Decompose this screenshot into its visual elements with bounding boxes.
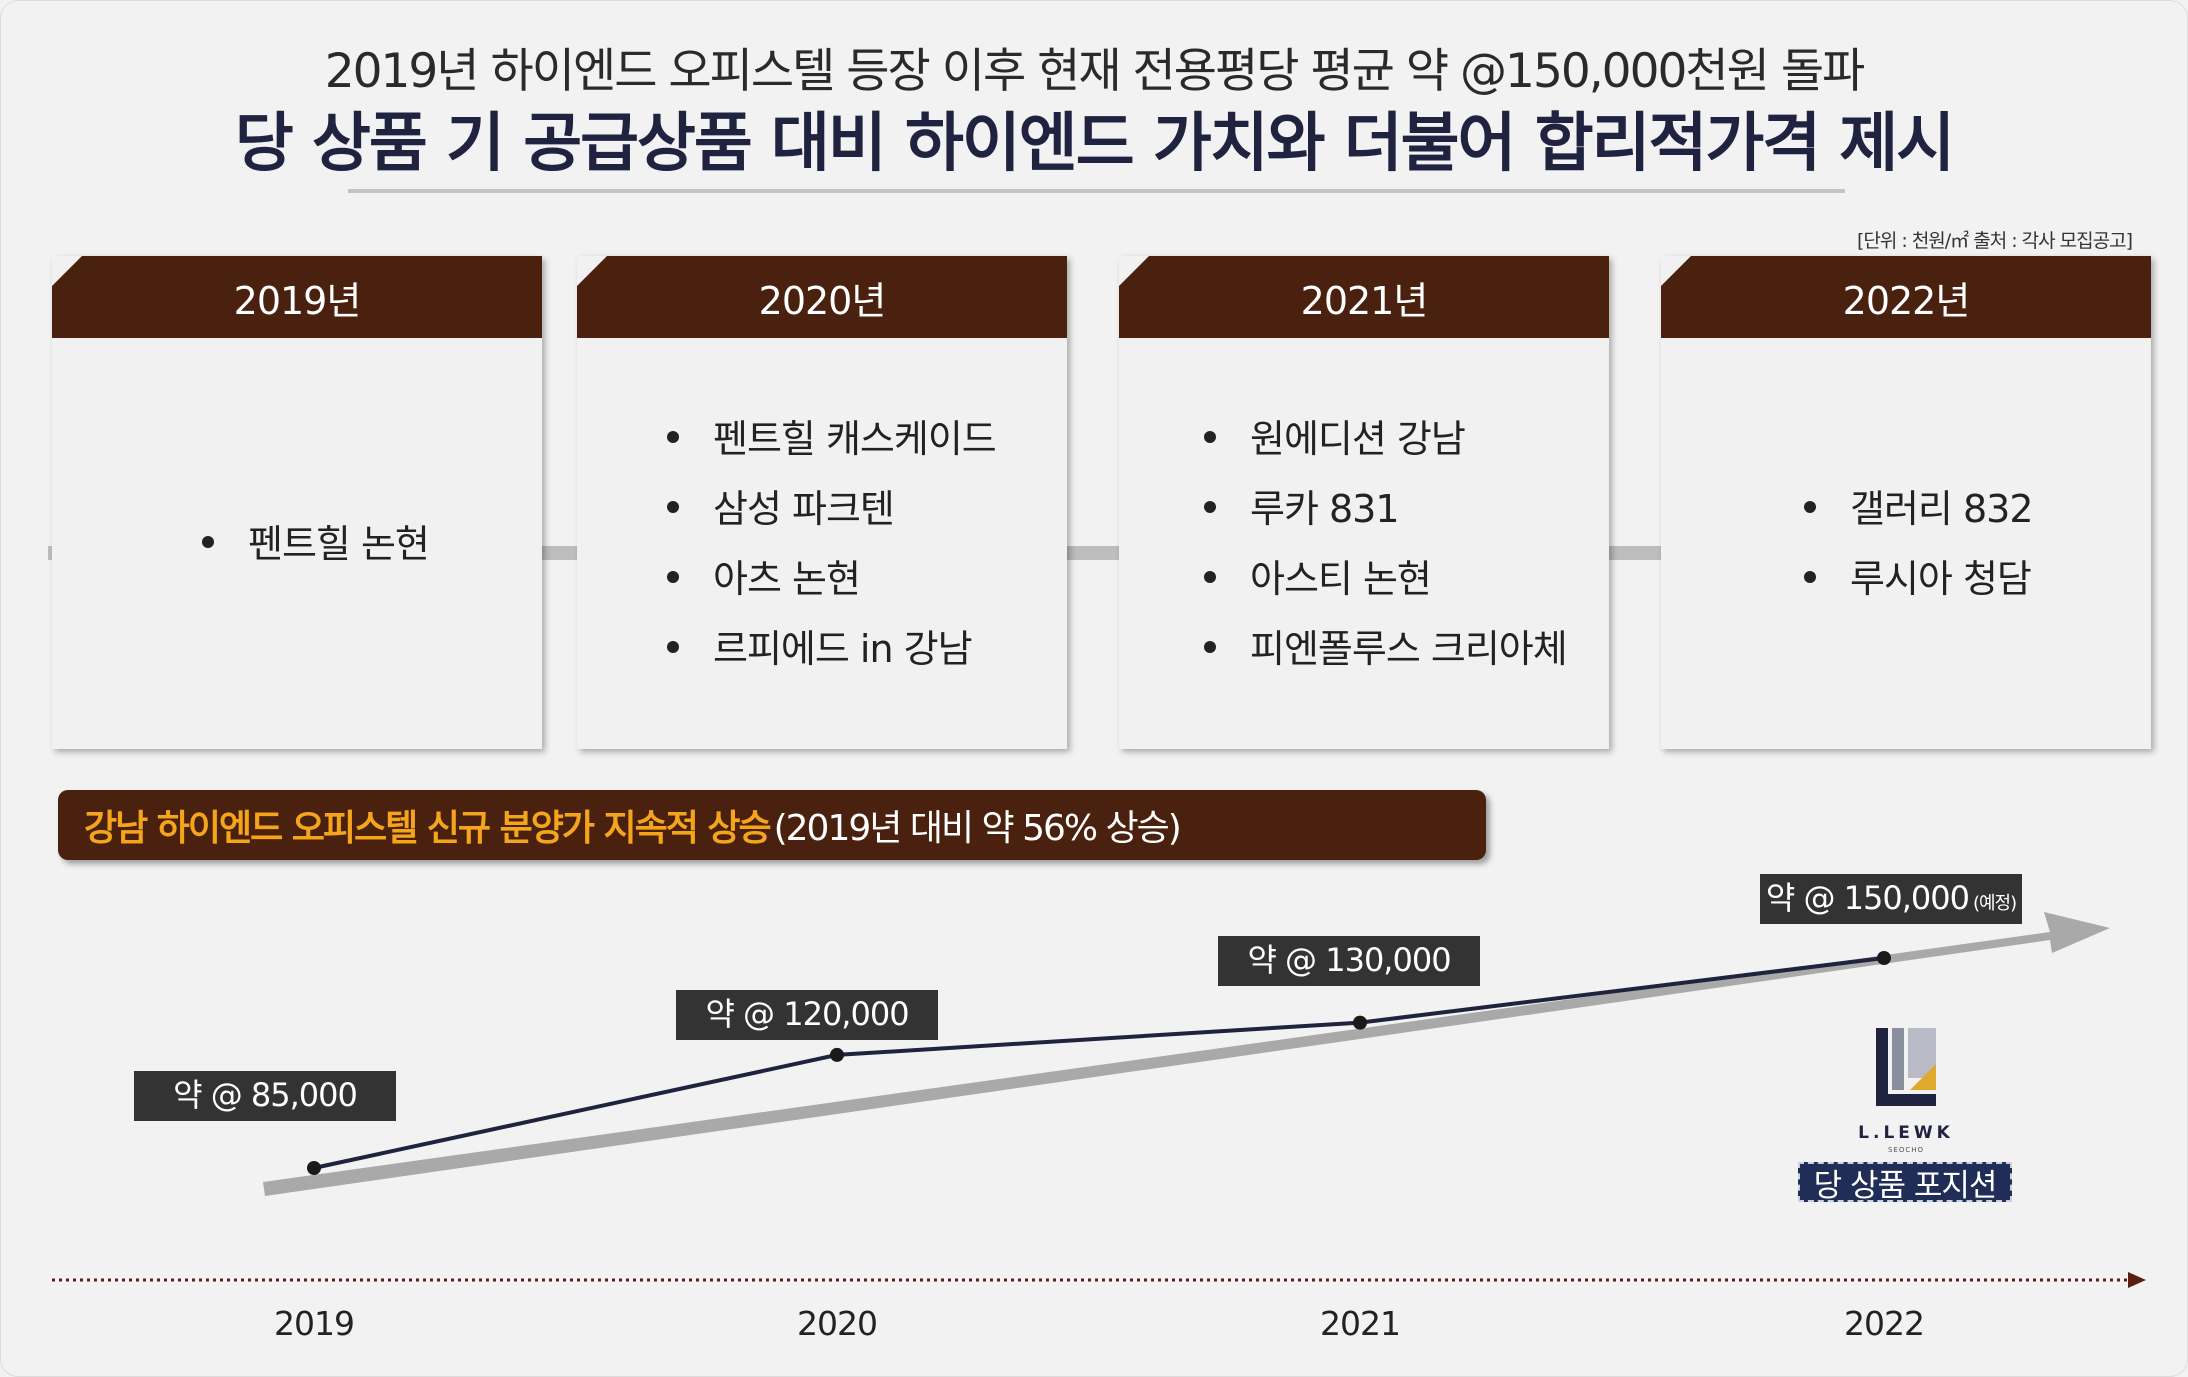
x-tick-label: 2019 bbox=[274, 1304, 354, 1343]
list-item: 루시아 청담 bbox=[1804, 544, 2151, 614]
brand-sub: SEOCHO bbox=[1887, 1146, 1925, 1154]
year-card-2022: 2022년 갤러리 832 루시아 청담 bbox=[1661, 256, 2151, 749]
list-item: 르피에드 in 강남 bbox=[667, 614, 1067, 684]
x-tick-labels: 2019 2020 2021 2022 bbox=[274, 1304, 1925, 1343]
year-card-header: 2022년 bbox=[1661, 256, 2151, 338]
data-label: 약 @ 120,000 bbox=[676, 990, 938, 1040]
year-card-header: 2019년 bbox=[52, 256, 542, 338]
brand-logo-icon bbox=[1876, 1028, 1936, 1106]
list-item: 아츠 논현 bbox=[667, 544, 1067, 614]
svg-text:약 @ 120,000: 약 @ 120,000 bbox=[705, 995, 908, 1033]
bullet-icon bbox=[1204, 571, 1216, 583]
data-label: 약 @ 150,000 (예정) bbox=[1760, 874, 2022, 924]
bullet-icon bbox=[1204, 431, 1216, 443]
x-tick-label: 2022 bbox=[1844, 1304, 1924, 1343]
list-item: 피엔폴루스 크리아체 bbox=[1204, 614, 1609, 684]
data-point bbox=[830, 1047, 844, 1062]
unit-note: [단위 : 천원/㎡ 출처 : 각사 모집공고] bbox=[1856, 230, 2133, 252]
bullet-icon bbox=[1804, 571, 1816, 583]
year-card-2020: 2020년 펜트힐 캐스케이드 삼성 파크텐 아츠 논현 르피에드 in 강남 bbox=[577, 256, 1067, 749]
bullet-icon bbox=[667, 641, 679, 653]
series-line bbox=[313, 956, 1885, 1170]
list-item: 펜트힐 논현 bbox=[202, 509, 542, 579]
data-labels: 약 @ 85,000 약 @ 120,000 약 @ 130,000 약 @ 150,… bbox=[134, 874, 2022, 1121]
brand-name: L.LEWK bbox=[1858, 1123, 1954, 1143]
timeline-connector bbox=[48, 546, 2148, 560]
year-card-2019: 2019년 펜트힐 논현 bbox=[52, 256, 542, 749]
year-card-list: 펜트힐 논현 bbox=[52, 338, 542, 749]
bullet-icon bbox=[667, 501, 679, 513]
title-divider bbox=[348, 189, 1845, 193]
year-card-header: 2020년 bbox=[577, 256, 1067, 338]
list-item: 펜트힐 캐스케이드 bbox=[667, 404, 1067, 474]
bullet-icon bbox=[1204, 501, 1216, 513]
trend-arrow bbox=[263, 912, 2110, 1196]
data-point bbox=[1877, 951, 1891, 965]
bullet-icon bbox=[667, 431, 679, 443]
svg-text:약 @ 85,000: 약 @ 85,000 bbox=[173, 1076, 357, 1114]
year-card-2021: 2021년 원에디션 강남 루카 831 아스티 논현 피엔폴루스 크리아체 bbox=[1119, 256, 1609, 749]
svg-text:약 @ 130,000: 약 @ 130,000 bbox=[1247, 941, 1450, 979]
x-tick-label: 2020 bbox=[797, 1304, 877, 1343]
list-item: 원에디션 강남 bbox=[1204, 404, 1609, 474]
year-card-header: 2021년 bbox=[1119, 256, 1609, 338]
page-title: 당 상품 기 공급상품 대비 하이엔드 가치와 더불어 합리적가격 제시 bbox=[234, 107, 1955, 181]
banner-highlight: 강남 하이엔드 오피스텔 신규 분양가 지속적 상승 bbox=[84, 808, 772, 849]
data-point bbox=[1353, 1015, 1367, 1030]
x-axis-arrow-icon bbox=[2128, 1272, 2146, 1288]
list-item: 아스티 논현 bbox=[1204, 544, 1609, 614]
summary-banner: 강남 하이엔드 오피스텔 신규 분양가 지속적 상승 (2019년 대비 약 5… bbox=[58, 790, 1486, 860]
banner-note: (2019년 대비 약 56% 상승) bbox=[773, 808, 1182, 849]
sub-title: 2019년 하이엔드 오피스텔 등장 이후 현재 전용평당 평균 약 @150,… bbox=[324, 44, 1866, 99]
x-tick-label: 2021 bbox=[1320, 1304, 1400, 1343]
list-item: 루카 831 bbox=[1204, 474, 1609, 544]
bullet-icon bbox=[667, 571, 679, 583]
year-card-list: 펜트힐 캐스케이드 삼성 파크텐 아츠 논현 르피에드 in 강남 bbox=[577, 338, 1067, 749]
data-label: 약 @ 85,000 bbox=[134, 1071, 396, 1121]
bullet-icon bbox=[202, 536, 214, 548]
year-card-list: 원에디션 강남 루카 831 아스티 논현 피엔폴루스 크리아체 bbox=[1119, 338, 1609, 749]
data-points bbox=[307, 951, 1891, 1175]
position-badge: 당 상품 포지션 bbox=[1798, 1162, 2012, 1204]
data-label: 약 @ 130,000 bbox=[1218, 936, 1480, 986]
list-item: 갤러리 832 bbox=[1804, 474, 2151, 544]
data-point bbox=[307, 1161, 321, 1175]
bullet-icon bbox=[1804, 501, 1816, 513]
list-item: 삼성 파크텐 bbox=[667, 474, 1067, 544]
year-card-list: 갤러리 832 루시아 청담 bbox=[1661, 338, 2151, 749]
bullet-icon bbox=[1204, 641, 1216, 653]
